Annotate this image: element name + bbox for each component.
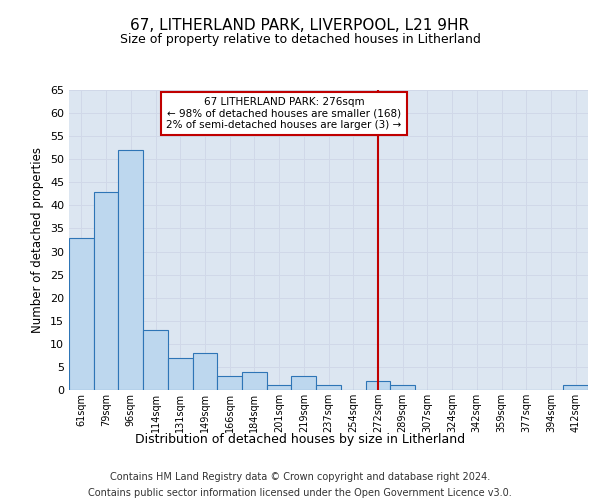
Text: 67, LITHERLAND PARK, LIVERPOOL, L21 9HR: 67, LITHERLAND PARK, LIVERPOOL, L21 9HR	[130, 18, 470, 32]
Text: 67 LITHERLAND PARK: 276sqm
← 98% of detached houses are smaller (168)
2% of semi: 67 LITHERLAND PARK: 276sqm ← 98% of deta…	[166, 97, 401, 130]
Bar	[94, 192, 118, 390]
Bar	[292, 376, 316, 390]
Bar	[316, 386, 341, 390]
Text: Contains HM Land Registry data © Crown copyright and database right 2024.: Contains HM Land Registry data © Crown c…	[110, 472, 490, 482]
Bar	[267, 386, 292, 390]
Bar	[168, 358, 193, 390]
Text: Contains public sector information licensed under the Open Government Licence v3: Contains public sector information licen…	[88, 488, 512, 498]
Text: Size of property relative to detached houses in Litherland: Size of property relative to detached ho…	[119, 32, 481, 46]
Y-axis label: Number of detached properties: Number of detached properties	[31, 147, 44, 333]
Bar	[365, 381, 390, 390]
Bar	[217, 376, 242, 390]
Text: Distribution of detached houses by size in Litherland: Distribution of detached houses by size …	[135, 432, 465, 446]
Bar	[242, 372, 267, 390]
Bar	[143, 330, 168, 390]
Bar	[563, 386, 588, 390]
Bar	[193, 353, 217, 390]
Bar	[118, 150, 143, 390]
Bar	[390, 386, 415, 390]
Bar	[69, 238, 94, 390]
